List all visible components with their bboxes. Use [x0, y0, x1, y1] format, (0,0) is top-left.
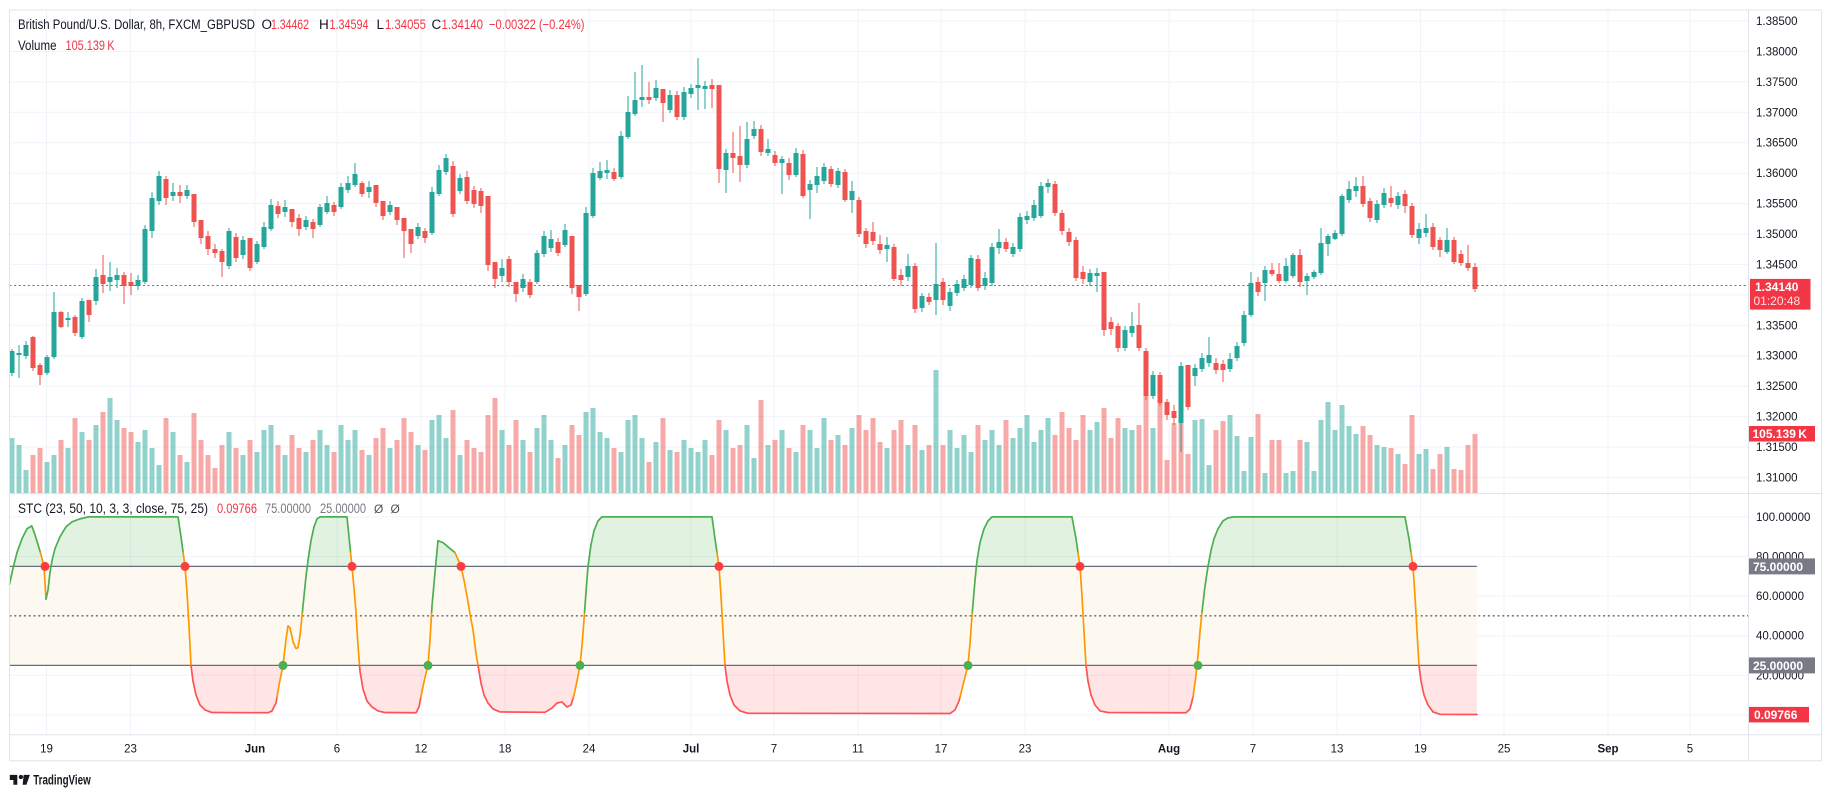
svg-text:25.00000: 25.00000	[1753, 659, 1803, 673]
svg-text:1.34462: 1.34462	[271, 17, 309, 32]
svg-text:1.34594: 1.34594	[330, 17, 369, 32]
svg-text:1.34140: 1.34140	[1755, 280, 1799, 294]
svg-text:19: 19	[1414, 744, 1427, 756]
svg-text:Ø: Ø	[391, 502, 400, 516]
svg-text:23: 23	[1019, 744, 1032, 756]
svg-text:STC (23, 50, 10, 3, 3, close,: STC (23, 50, 10, 3, 3, close, 75, 25)	[18, 501, 208, 516]
svg-text:6: 6	[334, 744, 340, 756]
svg-text:01:20:48: 01:20:48	[1754, 294, 1801, 308]
svg-text:1.33000: 1.33000	[1756, 351, 1798, 363]
svg-text:7: 7	[771, 744, 777, 756]
svg-text:British Pound/U.S. Dollar, 8h,: British Pound/U.S. Dollar, 8h, FXCM_GBPU…	[18, 17, 255, 32]
svg-text:12: 12	[415, 744, 428, 756]
svg-text:25.00000: 25.00000	[320, 501, 366, 516]
svg-text:75.00000: 75.00000	[1753, 560, 1803, 574]
svg-text:1.34500: 1.34500	[1756, 259, 1798, 271]
svg-text:1.32000: 1.32000	[1756, 412, 1798, 424]
svg-text:1.31000: 1.31000	[1756, 472, 1798, 484]
svg-text:1.32500: 1.32500	[1756, 381, 1798, 393]
svg-text:5: 5	[1687, 744, 1693, 756]
svg-text:1.36000: 1.36000	[1756, 168, 1798, 180]
svg-text:1.33500: 1.33500	[1756, 320, 1798, 332]
svg-text:60.00000: 60.00000	[1756, 591, 1804, 603]
svg-text:13: 13	[1331, 744, 1344, 756]
svg-text:TradingView: TradingView	[33, 772, 91, 788]
svg-text:100.00000: 100.00000	[1756, 512, 1810, 524]
svg-text:0.09766: 0.09766	[1754, 708, 1798, 722]
svg-text:L: L	[377, 17, 385, 32]
svg-text:75.00000: 75.00000	[265, 501, 311, 516]
svg-text:1.37500: 1.37500	[1756, 77, 1798, 89]
svg-text:19: 19	[40, 744, 53, 756]
svg-text:Sep: Sep	[1597, 744, 1618, 756]
svg-text:C: C	[432, 17, 442, 32]
svg-text:1.34140: 1.34140	[442, 17, 484, 32]
svg-text:1.38500: 1.38500	[1756, 16, 1798, 28]
svg-text:1.35500: 1.35500	[1756, 199, 1798, 211]
svg-text:25: 25	[1498, 744, 1511, 756]
svg-text:18: 18	[499, 744, 512, 756]
svg-text:40.00000: 40.00000	[1756, 631, 1804, 643]
svg-text:Aug: Aug	[1158, 744, 1180, 756]
svg-text:1.37000: 1.37000	[1756, 107, 1798, 119]
svg-text:7: 7	[1250, 744, 1256, 756]
svg-text:23: 23	[124, 744, 137, 756]
svg-text:17: 17	[935, 744, 948, 756]
svg-text:1.34055: 1.34055	[385, 17, 426, 32]
svg-text:Ø: Ø	[374, 502, 383, 516]
svg-text:0.09766: 0.09766	[217, 501, 257, 516]
svg-text:1.35000: 1.35000	[1756, 229, 1798, 241]
svg-text:1.38000: 1.38000	[1756, 46, 1798, 58]
svg-text:−0.00322 (−0.24%): −0.00322 (−0.24%)	[489, 17, 585, 32]
svg-text:H: H	[319, 17, 329, 32]
svg-text:105.139 K: 105.139 K	[1753, 427, 1808, 441]
svg-text:11: 11	[852, 744, 864, 756]
svg-text:Volume: Volume	[18, 38, 57, 53]
svg-text:1.31500: 1.31500	[1756, 442, 1798, 454]
svg-text:24: 24	[583, 744, 596, 756]
svg-text:Jun: Jun	[245, 744, 265, 756]
svg-text:105.139 K: 105.139 K	[66, 38, 115, 53]
svg-text:O: O	[262, 17, 273, 32]
svg-text:1.36500: 1.36500	[1756, 138, 1798, 150]
svg-text:Jul: Jul	[683, 744, 700, 756]
